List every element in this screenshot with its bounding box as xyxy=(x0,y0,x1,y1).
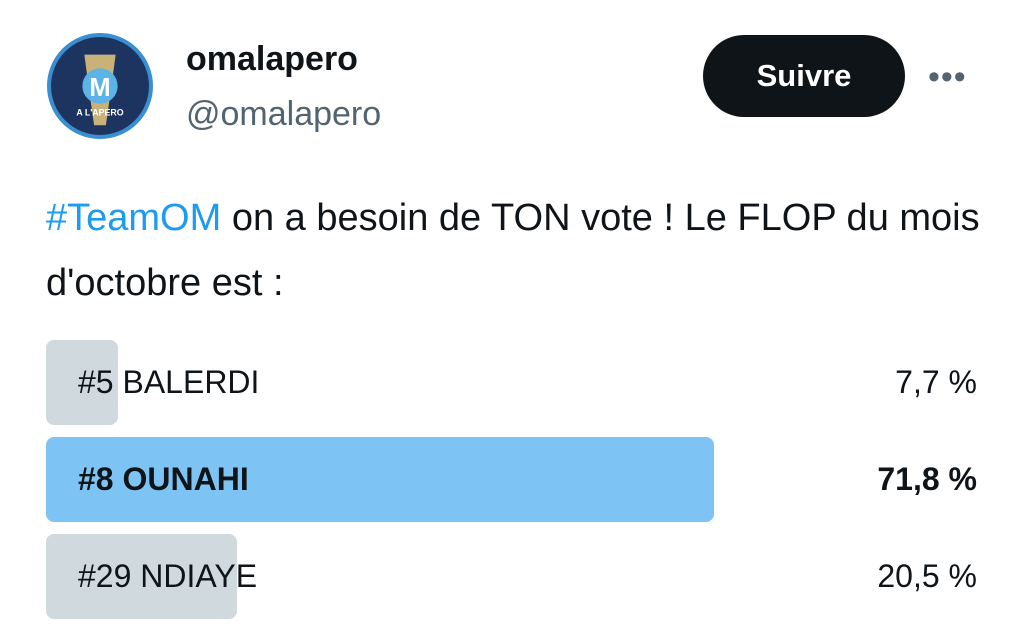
poll-option: #8 OUNAHI 71,8 % xyxy=(46,437,977,522)
follow-button[interactable]: Suivre xyxy=(703,35,905,117)
poll-bar xyxy=(46,534,237,619)
poll-option: #29 NDIAYE 20,5 % xyxy=(46,534,977,619)
tweet-text: #TeamOM on a besoin de TON vote ! Le FLO… xyxy=(46,197,980,304)
avatar[interactable]: M A L'APERO xyxy=(47,33,153,139)
poll-option: #5 BALERDI 7,7 % xyxy=(46,340,977,425)
poll-bar xyxy=(46,437,715,522)
poll-option-percent: 20,5 % xyxy=(877,558,977,594)
poll-bar xyxy=(46,340,118,425)
hashtag-link[interactable]: #TeamOM xyxy=(46,197,222,239)
author-handle[interactable]: @omalapero xyxy=(186,95,382,133)
poll-option-percent: 7,7 % xyxy=(895,364,977,400)
svg-text:M: M xyxy=(89,74,110,102)
more-horizontal-icon[interactable]: ••• xyxy=(928,58,967,96)
author-name[interactable]: omalapero xyxy=(186,40,358,78)
poll-option-label: #5 BALERDI xyxy=(78,364,260,400)
poll-option-label: #29 NDIAYE xyxy=(78,558,258,594)
poll-option-label: #8 OUNAHI xyxy=(78,461,249,497)
svg-text:A L'APERO: A L'APERO xyxy=(76,107,123,117)
poll-option-percent: 71,8 % xyxy=(877,461,977,497)
